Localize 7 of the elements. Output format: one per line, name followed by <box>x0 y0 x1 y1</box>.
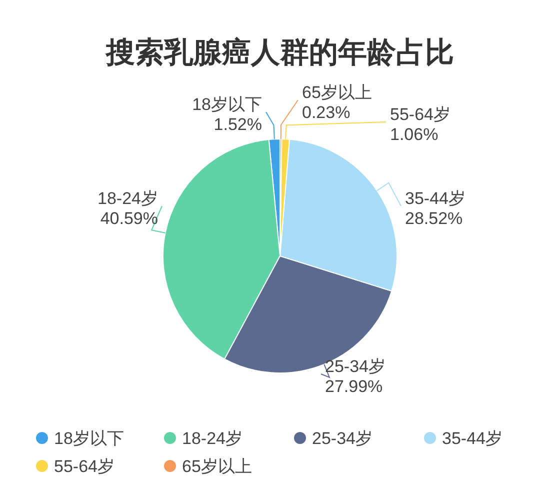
title: 搜索乳腺癌人群的年龄占比 <box>106 37 454 69</box>
legend-label: 55-64岁 <box>54 457 114 476</box>
legend-label: 65岁以上 <box>182 457 252 476</box>
legend-label: 18-24岁 <box>182 429 242 448</box>
legend-label: 25-34岁 <box>312 429 372 448</box>
legend-label: 35-44岁 <box>442 429 502 448</box>
legend-label: 18岁以下 <box>54 429 124 448</box>
